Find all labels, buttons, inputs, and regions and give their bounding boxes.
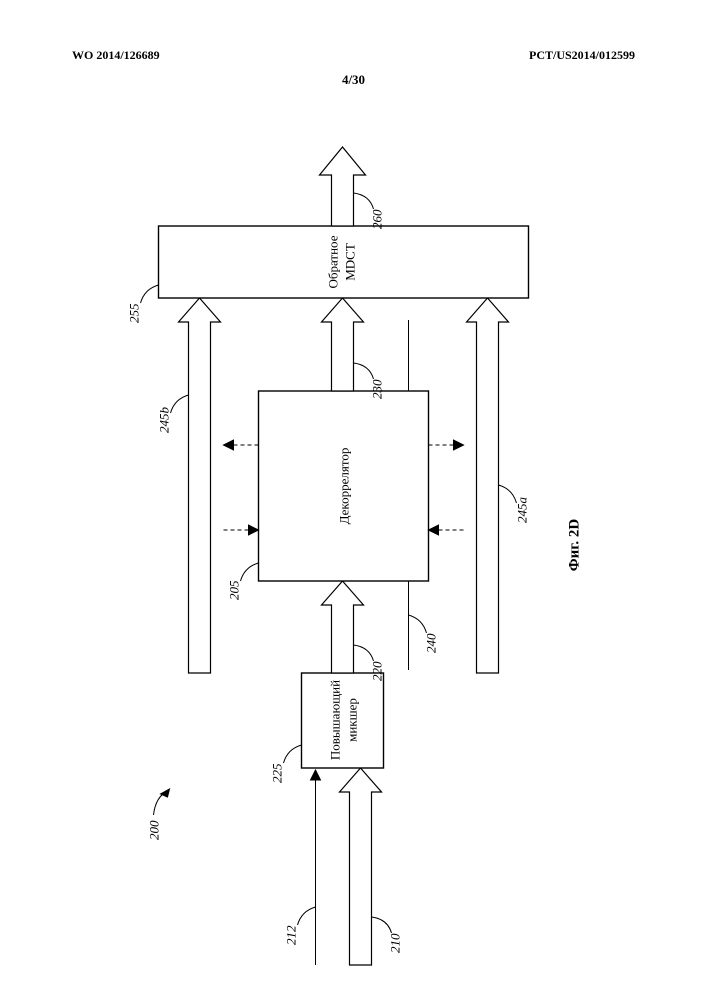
arrow-dash-bottom-in <box>429 525 464 535</box>
svg-text:245b: 245b <box>157 407 172 434</box>
svg-text:225: 225 <box>270 763 285 783</box>
arrow-dash-top-in <box>224 525 259 535</box>
arrow-212: 212 <box>284 770 321 965</box>
arrow-220: 220 <box>322 581 385 681</box>
svg-text:240: 240 <box>424 633 439 653</box>
figure-caption: Фиг. 2D <box>567 519 583 572</box>
svg-text:260: 260 <box>370 209 385 229</box>
arrow-260: 260 <box>320 147 385 229</box>
arrow-230: 230 <box>322 298 385 399</box>
svg-text:Повышающий: Повышающий <box>328 680 343 760</box>
svg-text:MDCT: MDCT <box>343 243 358 281</box>
svg-text:255: 255 <box>127 303 142 323</box>
svg-text:микшер: микшер <box>345 698 360 742</box>
arrow-245b: 245b <box>157 298 221 673</box>
figure-diagram: 200 212 210 Повышающий <box>0 0 707 1000</box>
svg-text:220: 220 <box>370 661 385 681</box>
ref-200: 200 <box>147 789 170 840</box>
arrow-210: 210 <box>340 768 403 965</box>
block-decorrelator: Декоррелятор 205 <box>227 391 429 600</box>
arrow-dash-top-out <box>224 440 259 450</box>
svg-text:Декоррелятор: Декоррелятор <box>337 448 352 525</box>
svg-text:245a: 245a <box>515 497 530 524</box>
svg-text:212: 212 <box>284 925 299 945</box>
page: WO 2014/126689 PCT/US2014/012599 4/30 20… <box>0 0 707 1000</box>
svg-text:205: 205 <box>227 580 242 600</box>
svg-text:200: 200 <box>147 820 162 840</box>
arrow-245a: 245a <box>467 298 530 673</box>
svg-text:230: 230 <box>370 379 385 399</box>
block-upmixer: Повышающий микшер 225 <box>270 673 384 783</box>
svg-text:Обратное: Обратное <box>326 235 341 288</box>
arrow-dash-bottom-out <box>429 440 464 450</box>
block-imdct: Обратное MDCT 255 <box>127 226 529 323</box>
svg-text:210: 210 <box>388 933 403 953</box>
